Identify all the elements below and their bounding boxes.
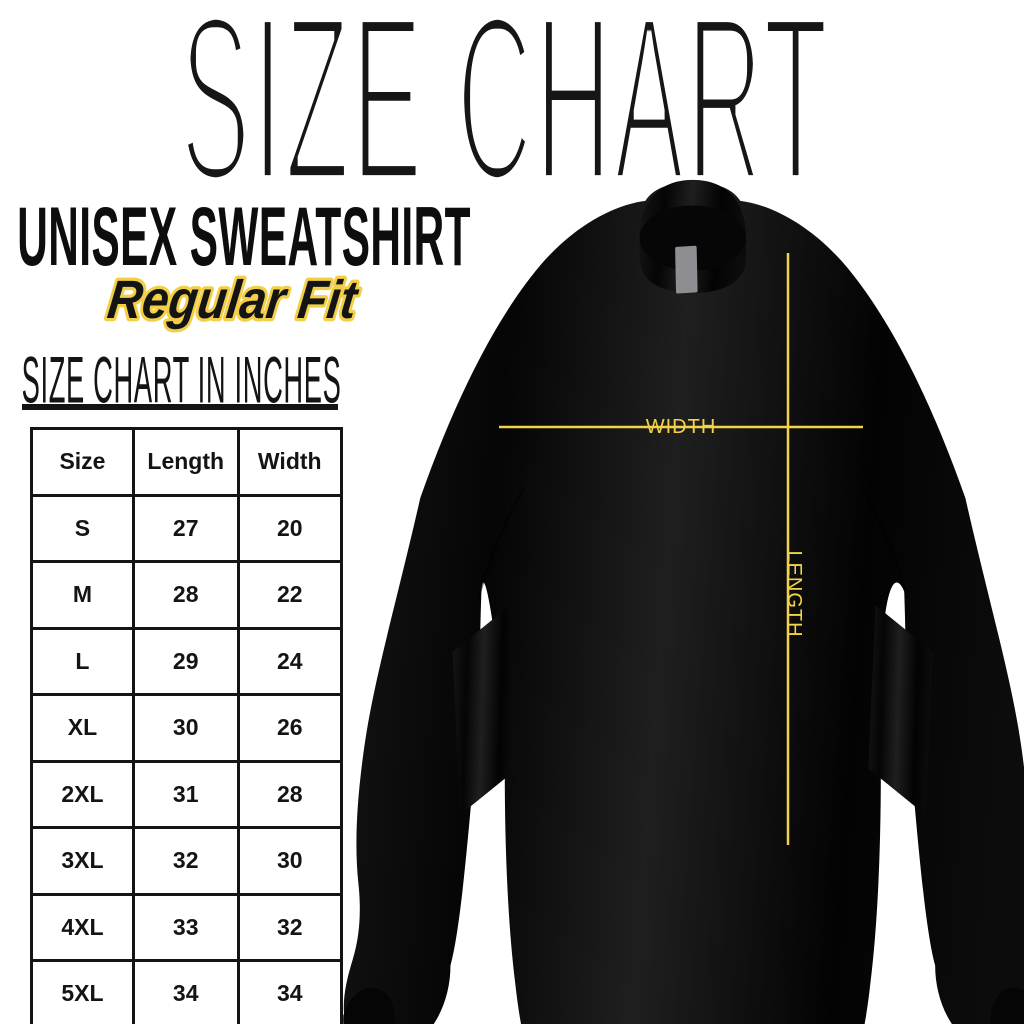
svg-text:WIDTH: WIDTH [646,416,717,438]
svg-text:LENGTH: LENGTH [783,550,805,637]
svg-text:Regular Fit: Regular Fit [105,269,363,329]
